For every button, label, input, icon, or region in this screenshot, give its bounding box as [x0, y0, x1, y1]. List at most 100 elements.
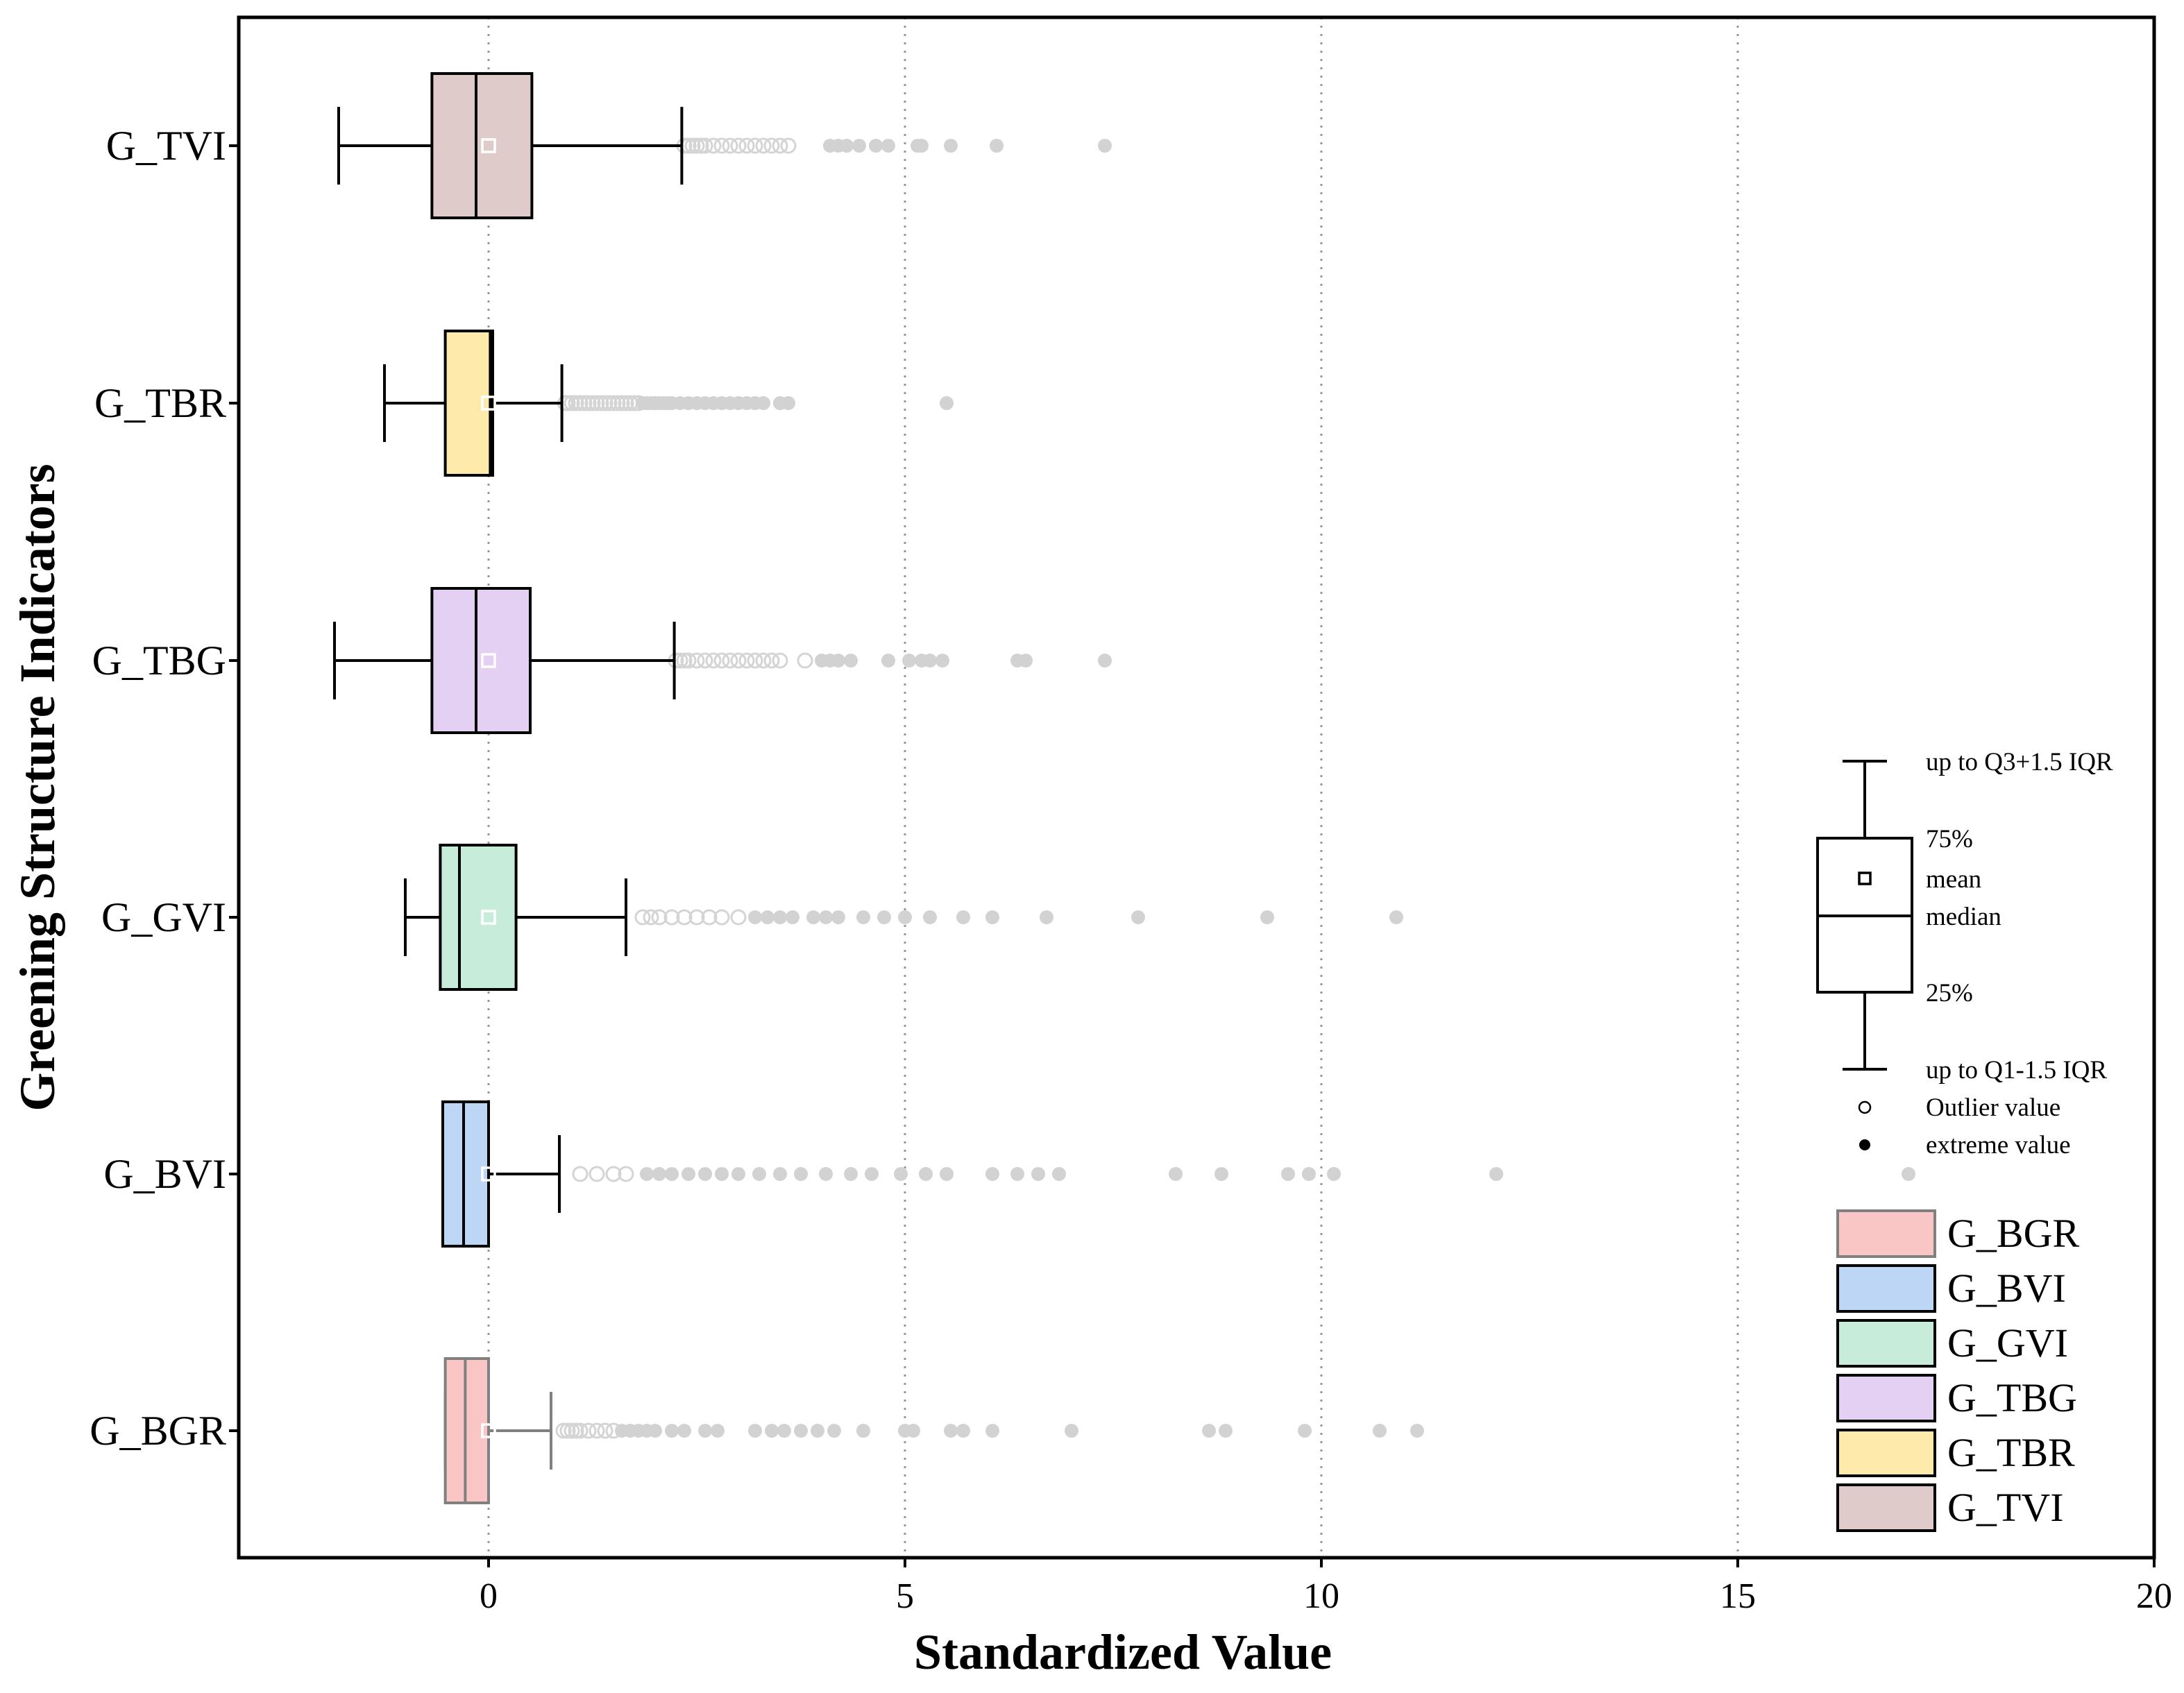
outlier-point [564, 1422, 580, 1439]
outlier-point [580, 1422, 597, 1439]
extreme-point [877, 910, 891, 924]
outlier-point [572, 1422, 589, 1439]
extreme-point [773, 910, 787, 924]
extreme-point [844, 654, 858, 667]
box-g-bgr [443, 1357, 1424, 1504]
extreme-point [831, 654, 845, 667]
extreme-point [915, 139, 929, 153]
legend-box-key: up to Q3+1.5 IQR 75% mean median 25% up to Q1… [1816, 748, 2113, 1159]
extreme-point [856, 1424, 870, 1438]
outlier-point [613, 395, 630, 411]
outlier-point [763, 652, 780, 669]
extreme-point [1302, 1167, 1316, 1181]
x-tick-label: 20 [2136, 1576, 2172, 1616]
outlier-point [697, 652, 713, 669]
outlier-point [580, 395, 597, 411]
extreme-point [1298, 1424, 1312, 1438]
outlier-point [722, 137, 738, 154]
box-g-tbg [333, 587, 1112, 734]
outlier-point [584, 395, 601, 411]
grid-layer [487, 17, 1739, 1558]
extreme-point [906, 1424, 920, 1438]
extreme-point [698, 1424, 712, 1438]
outlier-point [705, 137, 722, 154]
y-tick-label: G_TBG [92, 638, 226, 683]
key-q3-label: 75% [1926, 825, 1973, 853]
outlier-point [738, 137, 755, 154]
legend-entry-label: G_TVI [1947, 1485, 2064, 1530]
legend-swatch [1836, 1374, 1936, 1422]
outlier-point [763, 137, 780, 154]
outlier-point [780, 137, 797, 154]
extreme-point [748, 910, 762, 924]
extreme-point [919, 1167, 933, 1181]
outlier-point [747, 137, 763, 154]
outlier-point [701, 909, 718, 926]
extreme-point [756, 396, 770, 410]
extreme-point [811, 1424, 824, 1438]
outlier-point [597, 395, 613, 411]
legend-entry-label: G_BVI [1947, 1266, 2066, 1311]
outlier-point [730, 909, 747, 926]
extreme-point [1281, 1167, 1295, 1181]
extreme-point [752, 1167, 766, 1181]
legend-swatch [1836, 1483, 1936, 1532]
key-extreme-symbol [1859, 1139, 1870, 1150]
outlier-point [589, 1166, 605, 1182]
outlier-point [651, 909, 668, 926]
legend-swatch [1836, 1429, 1936, 1477]
key-whisker-high-label: up to Q3+1.5 IQR [1926, 748, 2113, 776]
y-tick-label: G_BVI [103, 1151, 226, 1197]
y-tick-label: G_BGR [90, 1408, 226, 1454]
y-tick-label: G_TVI [106, 123, 226, 169]
extreme-point [852, 139, 866, 153]
box-g-tbr [383, 330, 954, 477]
x-axis-title: Standardized Value [914, 1624, 1332, 1680]
extreme-point [819, 1167, 833, 1181]
extreme-point [1489, 1167, 1503, 1181]
extreme-point [956, 1424, 970, 1438]
iqr-box [439, 844, 518, 991]
key-whisker-low-label: up to Q1-1.5 IQR [1926, 1056, 2107, 1084]
outlier-point [618, 395, 634, 411]
extreme-point [748, 1424, 762, 1438]
extreme-point [761, 910, 774, 924]
outlier-point [634, 909, 651, 926]
iqr-box [443, 330, 494, 477]
extreme-point [715, 1167, 729, 1181]
outlier-point [568, 1422, 584, 1439]
key-outlier-label: Outlier value [1926, 1094, 2060, 1122]
mean-marker [481, 653, 496, 668]
key-q1-label: 25% [1926, 979, 1973, 1007]
extreme-point [944, 1424, 958, 1438]
x-tick-label: 5 [896, 1576, 914, 1616]
extreme-point [881, 139, 895, 153]
extreme-point [1010, 1167, 1024, 1181]
mean-marker [481, 910, 496, 925]
extreme-point [794, 1424, 808, 1438]
box-g-gvi [404, 844, 1403, 991]
iqr-box [441, 1100, 490, 1248]
extreme-point [648, 1424, 662, 1438]
extreme-point [682, 1167, 695, 1181]
outlier-point [738, 652, 755, 669]
outlier-point [618, 1166, 634, 1182]
extreme-point [1260, 910, 1274, 924]
x-tick-label: 0 [480, 1576, 498, 1616]
mean-marker [481, 1423, 496, 1438]
mean-marker [481, 1166, 496, 1182]
outlier-point [688, 137, 705, 154]
plot-frame [237, 15, 2156, 1560]
outlier-point [705, 652, 722, 669]
outlier-point [688, 652, 705, 669]
extreme-point [894, 1167, 908, 1181]
extreme-point [640, 1167, 654, 1181]
extreme-point [956, 910, 970, 924]
extreme-point [923, 654, 937, 667]
key-mean-label: mean [1926, 865, 1981, 894]
outlier-point [589, 1422, 605, 1439]
outlier-point [730, 652, 747, 669]
extreme-point [923, 910, 937, 924]
outlier-point [663, 909, 680, 926]
